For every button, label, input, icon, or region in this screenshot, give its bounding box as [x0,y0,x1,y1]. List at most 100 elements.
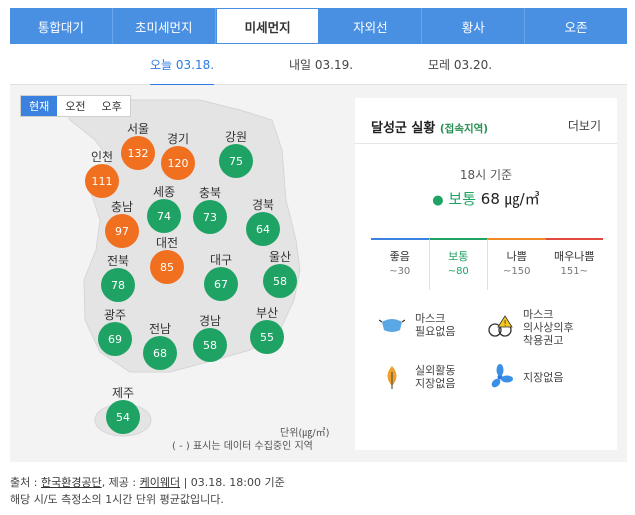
city-gyeongnam[interactable]: 경남 58 [180,314,240,362]
tab-yellow-dust[interactable]: 황사 [422,8,526,44]
reference-time: 18시 기준 [459,168,513,182]
city-name: 울산 [268,250,292,264]
city-value: 73 [193,200,227,234]
city-seoul[interactable]: 서울 132 [108,122,168,170]
provider-link[interactable]: 케이웨더 [139,476,181,489]
tip-line: 지장없음 [523,370,564,384]
city-name: 세종 [152,185,176,199]
leaf-icon [387,366,397,389]
city-name: 광주 [103,308,127,322]
city-value: 75 [219,144,253,178]
grade-range: ~80 [447,266,469,277]
city-value: 58 [193,328,227,362]
city-daejeon[interactable]: 대전 85 [137,236,197,284]
city-jeonbuk[interactable]: 전북 78 [88,254,148,302]
segment-now[interactable]: 현재 [21,96,58,116]
city-value: 97 [105,214,139,248]
tab-integrated[interactable]: 통합대기 [10,8,113,44]
city-chungnam[interactable]: 충남 97 [92,200,152,248]
segment-afternoon[interactable]: 오후 [101,100,122,113]
source-link[interactable]: 한국환경공단 [40,476,102,489]
city-gyeongbuk[interactable]: 경북 64 [233,198,293,246]
city-sejong[interactable]: 세종 74 [134,185,194,233]
city-name: 인천 [90,150,114,164]
panel-title-text: 달성군 실황 [371,121,436,136]
city-gyeonggi[interactable]: 경기 120 [148,132,208,180]
city-value: 68 [143,336,177,370]
grade-label: 보통 [448,250,469,263]
city-value: 132 [121,136,155,170]
tab-fine-dust[interactable]: 미세먼지 [215,8,320,44]
footer-note: 해당 시/도 측정소의 1시간 단위 평균값입니다. [10,493,224,506]
city-gangwon[interactable]: 강원 75 [206,130,266,178]
map-unit: 단위(㎍/㎥) [280,428,330,439]
panel-title: 달성군 실황 (접속지역) [371,117,488,136]
city-name: 서울 [126,122,150,136]
city-value: 74 [147,199,181,233]
day-tomorrow[interactable]: 내일 03.19. [289,58,354,72]
city-name: 경기 [166,132,190,146]
air-quality-tabs: 통합대기 초미세먼지 미세먼지 자외선 황사 오존 [10,8,627,44]
footer-mid: , 제공 : [101,476,140,489]
city-name: 경북 [251,198,275,212]
current-status: ● 보통 68 ㎍/㎥ [355,188,617,209]
status-value: 68 [480,190,500,208]
tip-line: 실외활동 [415,364,456,377]
tip-ventilation: 지장없음 [487,364,563,390]
grade-range: 151~ [560,266,588,277]
status-level: 보통 [448,190,476,208]
tab-ultrafine-dust[interactable]: 초미세먼지 [113,8,216,44]
grade-label: 좋음 [389,250,410,263]
city-value: 54 [106,400,140,434]
city-jeonnam[interactable]: 전남 68 [130,322,190,370]
tip-line: 마스크 [415,312,446,325]
city-value: 55 [250,320,284,354]
city-name: 대구 [209,253,233,267]
city-value: 64 [246,212,280,246]
city-incheon[interactable]: 인천 111 [72,150,132,198]
tab-uv[interactable]: 자외선 [319,8,423,44]
city-value: 78 [101,268,135,302]
mask-icon [379,319,405,332]
city-name: 경남 [198,314,222,328]
city-name: 제주 [111,386,135,400]
panel-subtitle: (접속지역) [439,123,489,135]
svg-text:!: ! [504,319,507,328]
city-busan[interactable]: 부산 55 [237,306,297,354]
tip-line: 지장없음 [415,377,456,390]
tip-outdoor: 실외활동 지장없음 [379,364,455,390]
city-value: 111 [85,164,119,198]
day-after-tomorrow[interactable]: 모레 03.20. [428,58,493,72]
city-name: 전북 [106,254,130,268]
status-dot-icon: ● [432,193,444,208]
city-ulsan[interactable]: 울산 58 [250,250,310,298]
tab-ozone[interactable]: 오존 [564,19,588,35]
grade-range: ~150 [503,266,531,277]
city-name: 충북 [198,186,222,200]
city-daegu[interactable]: 대구 67 [191,253,251,301]
grade-label: 나쁨 [506,250,527,263]
city-name: 전남 [148,322,172,336]
city-gwangju[interactable]: 광주 69 [85,308,145,356]
map-note: ( - ) 표시는 데이터 수집중인 지역 [172,441,313,452]
city-name: 대전 [155,236,179,250]
panel-divider [355,143,617,144]
more-link[interactable]: 더보기 [567,119,601,133]
tip-mask-sensitive: ! 마스크 의사상의후 착용권고 [487,308,574,347]
status-unit: ㎍/㎥ [504,190,540,208]
footer-prefix: 출처 : [10,476,41,489]
family-mask-icon: ! [488,314,513,337]
city-jeju[interactable]: 제주 54 [93,386,153,434]
segment-morning[interactable]: 오전 [65,100,86,113]
grade-good: 좋음 ~30 [371,238,429,290]
day-selector: 오늘 03.18. 내일 03.19. 모레 03.20. [10,44,627,86]
tip-line: 마스크 [523,308,554,321]
grade-scale: 좋음 ~30 보통 ~80 나쁨 ~150 매우나쁨 151~ [371,238,603,290]
city-chungbuk[interactable]: 충북 73 [180,186,240,234]
tip-line: 의사상의후 [523,321,574,334]
grade-bad: 나쁨 ~150 [488,238,546,290]
city-value: 69 [98,322,132,356]
tip-mask: 마스크 필요없음 [379,312,455,338]
city-name: 강원 [224,130,248,144]
fan-icon [491,364,513,388]
